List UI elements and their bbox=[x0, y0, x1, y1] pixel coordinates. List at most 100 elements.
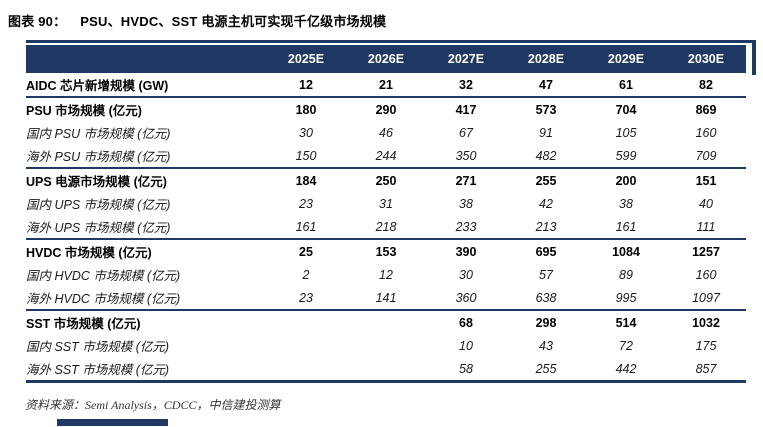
cell-value: 290 bbox=[375, 102, 397, 117]
cell-value: 514 bbox=[615, 315, 637, 330]
cell-value: 141 bbox=[346, 286, 426, 311]
cell-value: 200 bbox=[615, 173, 637, 188]
table-row: AIDC 芯片新增规模 (GW) 12 21 32 47 61 82 bbox=[26, 73, 746, 98]
cell-value: 175 bbox=[695, 338, 717, 353]
column-header: 2025E bbox=[266, 45, 346, 73]
table-row: 海外 HVDC 市场规模 (亿元) 23 141 360 638 995 1097 bbox=[26, 286, 746, 311]
column-header: 2028E bbox=[506, 45, 586, 73]
table-row: 国内 HVDC 市场规模 (亿元) 2 12 30 57 89 160 bbox=[26, 263, 746, 286]
cell-value: 695 bbox=[535, 244, 557, 259]
cell-value: 704 bbox=[615, 102, 637, 117]
row-label: 国内 PSU 市场规模 (亿元) bbox=[26, 127, 171, 141]
column-header: 2030E bbox=[666, 45, 746, 73]
cell-value: 869 bbox=[695, 102, 717, 117]
table-row: 海外 SST 市场规模 (亿元) 58 255 442 857 bbox=[26, 357, 746, 383]
cell-value: 105 bbox=[615, 125, 637, 140]
cell-value: 58 bbox=[426, 357, 506, 383]
cell-value: 599 bbox=[586, 144, 666, 169]
table-header-row: 2025E 2026E 2027E 2028E 2029E 2030E bbox=[26, 45, 746, 73]
row-label: SST 市场规模 (亿元) bbox=[26, 317, 141, 331]
cell-value: 111 bbox=[666, 215, 746, 240]
row-label: 国内 UPS 市场规模 (亿元) bbox=[26, 198, 171, 212]
cell-value: 38 bbox=[619, 196, 633, 211]
cell-value: 32 bbox=[426, 73, 506, 98]
column-header: 2029E bbox=[586, 45, 666, 73]
table-row: 国内 UPS 市场规模 (亿元) 23 31 38 42 38 40 bbox=[26, 192, 746, 215]
cell-value: 218 bbox=[346, 215, 426, 240]
cell-value: 161 bbox=[586, 215, 666, 240]
cell-value: 1257 bbox=[692, 244, 720, 259]
cell-value: 573 bbox=[535, 102, 557, 117]
table-row: 国内 PSU 市场规模 (亿元) 30 46 67 91 105 160 bbox=[26, 121, 746, 144]
table-top-rule bbox=[26, 40, 756, 43]
cell-value: 2 bbox=[302, 267, 310, 282]
cell-value: 417 bbox=[455, 102, 477, 117]
cell-value: 151 bbox=[695, 173, 717, 188]
cell-value: 61 bbox=[586, 73, 666, 98]
table-row: 海外 UPS 市场规模 (亿元) 161 218 233 213 161 111 bbox=[26, 215, 746, 240]
cell-value: 23 bbox=[299, 196, 313, 211]
cell-value: 42 bbox=[539, 196, 553, 211]
cell-value: 40 bbox=[699, 196, 713, 211]
cell-value: 150 bbox=[266, 144, 346, 169]
cell-value: 250 bbox=[375, 173, 397, 188]
cell-value: 995 bbox=[586, 286, 666, 311]
cell-value: 57 bbox=[539, 267, 553, 282]
cell-value: 442 bbox=[586, 357, 666, 383]
cell-value: 271 bbox=[455, 173, 477, 188]
cell-value: 1084 bbox=[612, 244, 640, 259]
cell-value: 38 bbox=[459, 196, 473, 211]
cell-value: 31 bbox=[379, 196, 393, 211]
source-note: 资料来源：Semi Analysis，CDCC，中信建投测算 bbox=[25, 398, 281, 412]
cell-value: 213 bbox=[506, 215, 586, 240]
cell-value: 298 bbox=[535, 315, 557, 330]
cell-value bbox=[266, 357, 346, 383]
cell-value: 161 bbox=[266, 215, 346, 240]
cell-value: 43 bbox=[539, 338, 553, 353]
cell-value: 160 bbox=[695, 125, 717, 140]
column-header-empty bbox=[26, 45, 266, 73]
row-label: 海外 SST 市场规模 (亿元) bbox=[26, 357, 266, 383]
cell-value: 12 bbox=[266, 73, 346, 98]
table-row: 国内 SST 市场规模 (亿元) 10 43 72 175 bbox=[26, 334, 746, 357]
cell-value: 244 bbox=[346, 144, 426, 169]
cell-value: 153 bbox=[375, 244, 397, 259]
cell-value: 23 bbox=[266, 286, 346, 311]
cell-value: 1097 bbox=[666, 286, 746, 311]
cell-value: 72 bbox=[619, 338, 633, 353]
cell-value: 255 bbox=[506, 357, 586, 383]
cell-value: 180 bbox=[295, 102, 317, 117]
cell-value: 30 bbox=[299, 125, 313, 140]
cell-value bbox=[266, 310, 346, 334]
cell-value bbox=[346, 334, 426, 357]
cell-value: 1032 bbox=[692, 315, 720, 330]
cell-value: 25 bbox=[299, 244, 313, 259]
bottom-navy-bar bbox=[57, 419, 168, 426]
cell-value: 82 bbox=[666, 73, 746, 98]
cell-value: 47 bbox=[506, 73, 586, 98]
cell-value: 160 bbox=[695, 267, 717, 282]
cell-value: 68 bbox=[459, 315, 473, 330]
row-label: HVDC 市场规模 (亿元) bbox=[26, 246, 152, 260]
cell-value: 857 bbox=[666, 357, 746, 383]
cell-value: 12 bbox=[379, 267, 393, 282]
cell-value: 350 bbox=[426, 144, 506, 169]
figure-title-text: PSU、HVDC、SST 电源主机可实现千亿级市场规模 bbox=[80, 14, 387, 29]
table-row: SST 市场规模 (亿元) 68 298 514 1032 bbox=[26, 310, 746, 334]
cell-value: 91 bbox=[539, 125, 553, 140]
cell-value: 89 bbox=[619, 267, 633, 282]
table-body: AIDC 芯片新增规模 (GW) 12 21 32 47 61 82 PSU 市场规模 (亿元… bbox=[26, 73, 746, 383]
cell-value bbox=[266, 334, 346, 357]
cell-value: 709 bbox=[666, 144, 746, 169]
row-label: 国内 HVDC 市场规模 (亿元) bbox=[26, 269, 181, 283]
row-label: UPS 电源市场规模 (亿元) bbox=[26, 175, 167, 189]
row-label: 海外 HVDC 市场规模 (亿元) bbox=[26, 286, 266, 311]
cell-value: 46 bbox=[379, 125, 393, 140]
cell-value bbox=[346, 310, 426, 334]
table-row: 海外 PSU 市场规模 (亿元) 150 244 350 482 599 709 bbox=[26, 144, 746, 169]
table-row: UPS 电源市场规模 (亿元) 184 250 271 255 200 151 bbox=[26, 168, 746, 192]
cell-value: 67 bbox=[459, 125, 473, 140]
row-label: AIDC 芯片新增规模 (GW) bbox=[26, 73, 266, 98]
table-row: HVDC 市场规模 (亿元) 25 153 390 695 1084 1257 bbox=[26, 239, 746, 263]
